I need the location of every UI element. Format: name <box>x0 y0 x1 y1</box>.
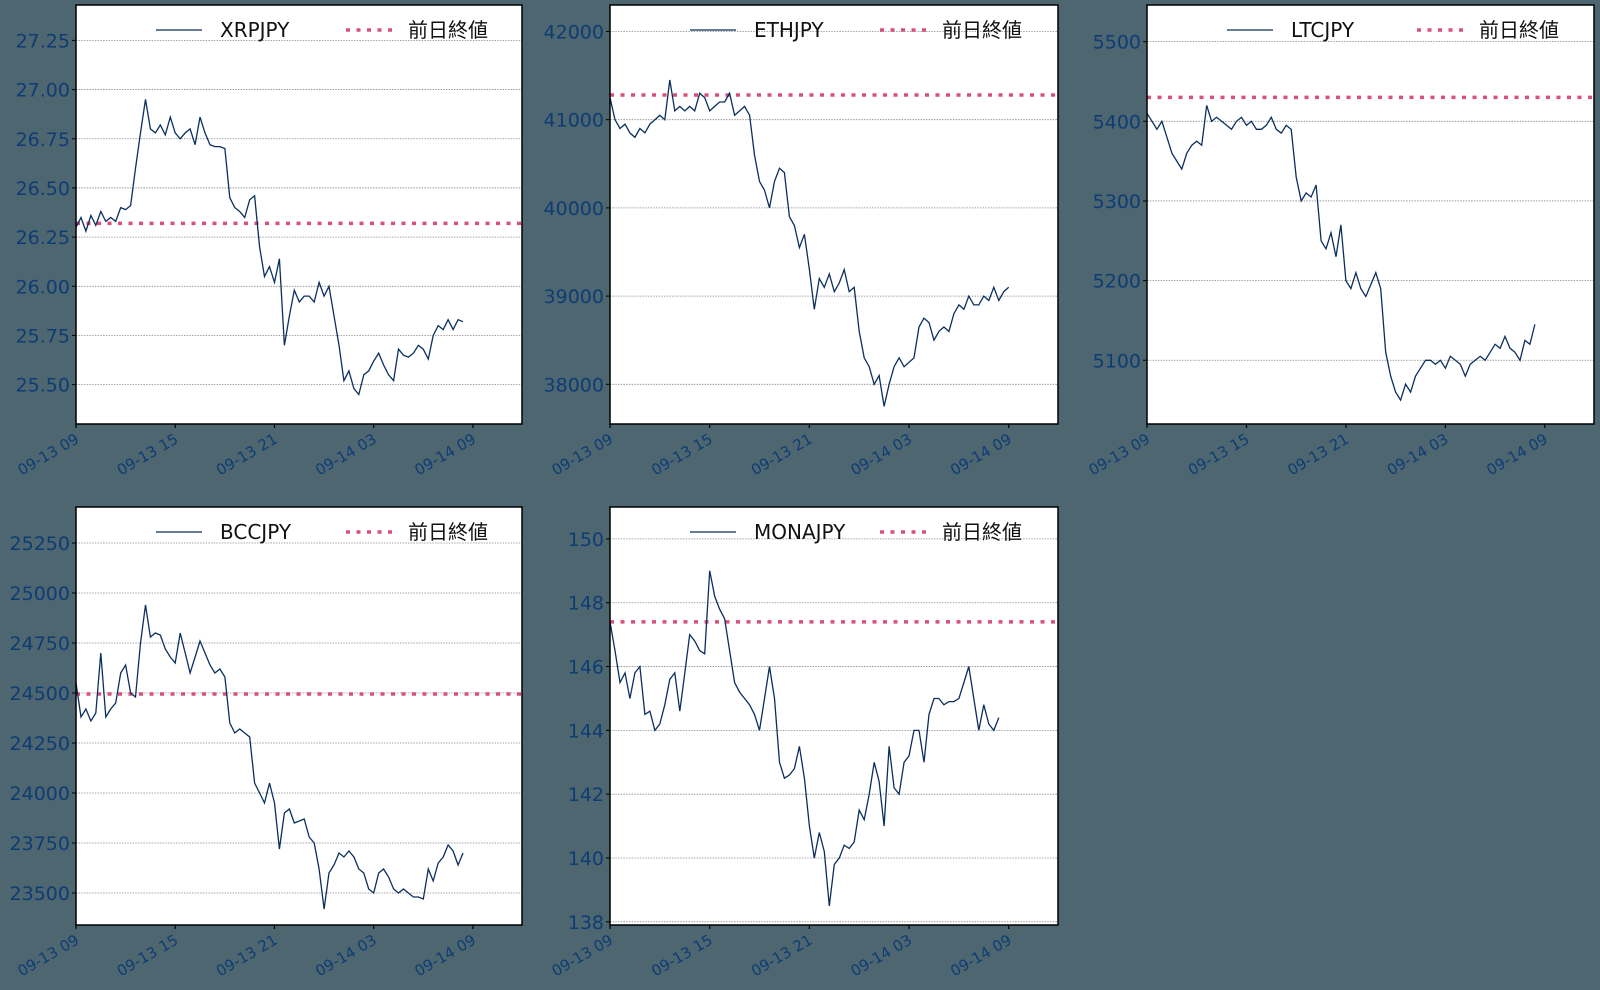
y-tick-label: 150 <box>568 529 604 551</box>
y-tick-label: 138 <box>568 912 604 934</box>
y-tick-label: 5100 <box>1093 350 1141 372</box>
y-tick-label: 146 <box>568 657 604 679</box>
y-tick-label: 24500 <box>10 683 70 705</box>
legend-label-series: LTCJPY <box>1291 18 1355 42</box>
legend-label-prev-close: 前日終値 <box>408 520 488 544</box>
price-line <box>609 79 1010 407</box>
plot-area <box>76 507 522 925</box>
x-tick-label: 09-13 21 <box>1284 430 1351 479</box>
chart-svg: 25.50 25.75 26.00 26.25 26.50 26.75 27.00 27.25… <box>15 4 523 479</box>
y-tick-label: 140 <box>568 848 604 870</box>
legend-label-series: MONAJPY <box>754 520 846 544</box>
y-tick-label: 5400 <box>1093 111 1141 133</box>
plot-border <box>75 506 523 926</box>
x-tick-label: 09-13 15 <box>1185 430 1252 479</box>
y-tick-label: 41000 <box>544 110 604 132</box>
x-tick-label: 09-14 09 <box>1483 430 1550 479</box>
x-tick-label: 09-14 03 <box>1384 430 1451 479</box>
legend-label-series: BCCJPY <box>220 520 292 544</box>
x-tick-label: 09-14 03 <box>848 931 915 980</box>
y-tick-label: 25250 <box>10 533 70 555</box>
y-tick-label: 144 <box>568 720 604 742</box>
x-tick-label: 09-13 09 <box>1086 430 1153 479</box>
y-tick-label: 26.50 <box>16 178 70 200</box>
y-tick-label: 24750 <box>10 633 70 655</box>
plot-border <box>609 506 1059 926</box>
y-tick-label: 24000 <box>10 783 70 805</box>
legend-label-prev-close: 前日終値 <box>942 520 1022 544</box>
plot-area <box>1147 5 1594 424</box>
y-tick-label: 27.00 <box>16 80 70 102</box>
x-tick-label: 09-13 09 <box>549 931 616 980</box>
y-tick-label: 25.75 <box>16 325 70 347</box>
y-tick-label: 27.25 <box>16 30 70 52</box>
chart-bccjpy: 23500 23750 24000 24250 24500 24750 25000 25250… <box>0 0 530 990</box>
y-tick-label: 142 <box>568 784 604 806</box>
y-tick-label: 23750 <box>10 833 70 855</box>
chart-svg: 23500 23750 24000 24250 24500 24750 25000 25250… <box>10 506 523 980</box>
legend-label-series: XRPJPY <box>220 18 290 42</box>
x-tick-label: 09-14 09 <box>947 931 1014 980</box>
y-tick-label: 25000 <box>10 583 70 605</box>
x-tick-label: 09-13 15 <box>648 931 715 980</box>
plot-area <box>610 5 1058 424</box>
y-tick-label: 26.00 <box>16 276 70 298</box>
chart-ltcjpy: 5100 5200 5300 5400 5500 09-13 09 09-13 15 09-1… <box>0 0 1600 490</box>
y-tick-label: 25.50 <box>16 375 70 397</box>
legend-label-series: ETHJPY <box>754 18 824 42</box>
chart-monajpy: 138 140 142 144 146 148 150 09-13 09 09-13 15 09-… <box>549 506 1059 980</box>
y-tick-label: 39000 <box>544 286 604 308</box>
y-tick-label: 42000 <box>544 21 604 43</box>
plot-border <box>75 4 523 425</box>
price-line <box>1146 105 1536 402</box>
y-tick-label: 24250 <box>10 733 70 755</box>
legend-label-prev-close: 前日終値 <box>942 18 1022 42</box>
y-tick-label: 26.75 <box>16 129 70 151</box>
y-tick-label: 5300 <box>1093 191 1141 213</box>
chart-ethjpy: 38000 39000 40000 41000 42000 09-13 09 09-13 1… <box>0 0 1070 490</box>
plot-area <box>76 5 522 424</box>
chart-svg: 5100 5200 5300 5400 5500 09-13 09 09-13 15 09-1… <box>1086 4 1595 479</box>
plot-area <box>610 507 1058 925</box>
price-line <box>75 604 464 910</box>
y-tick-label: 5200 <box>1093 271 1141 293</box>
y-tick-label: 38000 <box>544 374 604 396</box>
price-line <box>609 570 1000 906</box>
y-tick-label: 148 <box>568 593 604 615</box>
y-tick-label: 40000 <box>544 198 604 220</box>
plot-border <box>1146 4 1595 425</box>
y-tick-label: 26.25 <box>16 227 70 249</box>
y-tick-label: 23500 <box>10 883 70 905</box>
price-line <box>75 99 464 396</box>
legend-label-prev-close: 前日終値 <box>1479 18 1559 42</box>
chart-xrpjpy: 25.50 25.75 26.00 26.25 26.50 26.75 27.00 27.25… <box>0 0 530 490</box>
y-tick-label: 5500 <box>1093 32 1141 54</box>
chart-svg: 138 140 142 144 146 148 150 09-13 09 09-13 15 09-… <box>549 506 1059 980</box>
x-tick-label: 09-13 21 <box>748 931 815 980</box>
plot-border <box>609 4 1059 425</box>
legend-label-prev-close: 前日終値 <box>408 18 488 42</box>
